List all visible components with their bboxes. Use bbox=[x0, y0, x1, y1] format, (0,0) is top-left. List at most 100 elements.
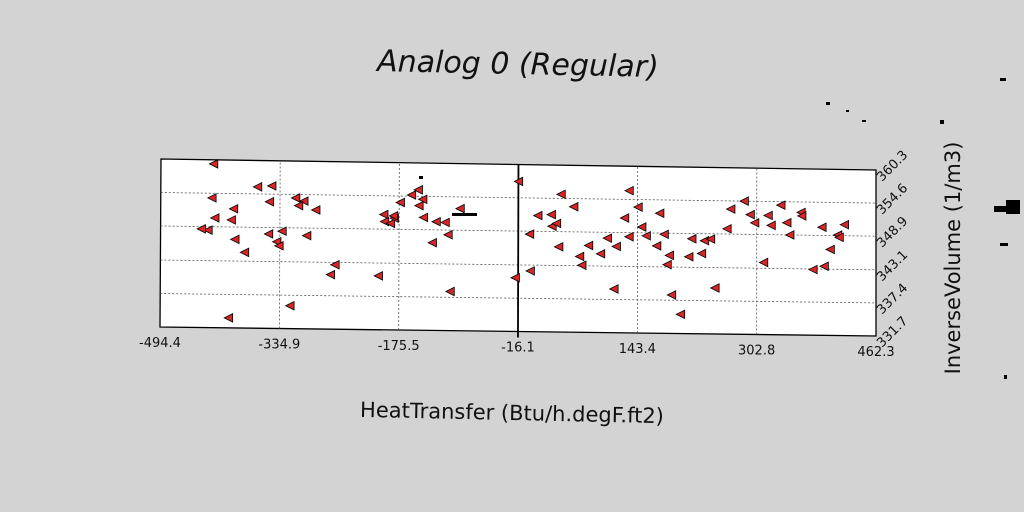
data-points bbox=[196, 159, 849, 323]
data-point bbox=[395, 197, 405, 208]
data-point bbox=[293, 200, 304, 211]
data-point bbox=[608, 284, 619, 294]
data-point bbox=[659, 229, 669, 240]
data-point bbox=[834, 232, 844, 243]
x-axis-label: HeatTransfer (Btu/h.degF.ft2) bbox=[360, 398, 664, 428]
data-point bbox=[301, 230, 312, 241]
data-point bbox=[623, 231, 634, 242]
data-point bbox=[252, 182, 263, 192]
data-point bbox=[807, 264, 818, 275]
data-point bbox=[418, 212, 429, 223]
data-point bbox=[819, 261, 829, 272]
data-point bbox=[595, 248, 606, 259]
data-point bbox=[406, 190, 417, 200]
data-point bbox=[749, 217, 760, 228]
data-point bbox=[839, 219, 849, 230]
data-point bbox=[196, 224, 206, 234]
data-point bbox=[551, 218, 562, 229]
data-point bbox=[209, 213, 220, 223]
data-point bbox=[745, 209, 755, 220]
data-point bbox=[636, 222, 647, 232]
data-point bbox=[202, 225, 213, 236]
data-point bbox=[555, 189, 566, 200]
data-point bbox=[576, 260, 587, 271]
x-tick-label: -494.4 bbox=[139, 336, 181, 351]
data-point bbox=[675, 309, 686, 320]
data-point bbox=[641, 230, 651, 241]
data-point bbox=[208, 159, 219, 169]
data-point bbox=[721, 223, 732, 234]
data-point bbox=[290, 193, 301, 203]
data-point bbox=[266, 181, 277, 191]
y-tick-label: 354.6 bbox=[874, 181, 911, 218]
data-point bbox=[228, 203, 239, 214]
data-point bbox=[816, 222, 827, 233]
x-tick-labels: -494.4 -334.9 -175.5 -16.1 143.4 302.8 462.3 bbox=[139, 336, 895, 360]
data-point bbox=[385, 218, 396, 229]
data-point bbox=[784, 230, 795, 240]
data-point bbox=[696, 248, 707, 259]
data-point bbox=[263, 229, 274, 239]
y-tick-label: 348.9 bbox=[874, 214, 911, 251]
data-point bbox=[454, 203, 465, 214]
data-point bbox=[602, 233, 612, 244]
data-point bbox=[619, 213, 630, 223]
data-point bbox=[709, 283, 720, 293]
chart-title: Analog 0 (Regular) bbox=[375, 44, 659, 85]
data-point bbox=[427, 237, 437, 248]
data-point bbox=[223, 313, 234, 323]
x-tick-label: 143.4 bbox=[619, 342, 656, 357]
data-point bbox=[378, 209, 389, 220]
data-point bbox=[413, 200, 424, 211]
x-tick-label: -16.1 bbox=[501, 340, 535, 355]
data-point bbox=[624, 185, 634, 196]
data-point bbox=[661, 259, 672, 270]
data-point bbox=[439, 217, 450, 228]
data-point bbox=[388, 210, 399, 221]
data-point bbox=[264, 196, 275, 207]
data-point bbox=[683, 251, 694, 262]
data-point bbox=[206, 193, 217, 203]
data-point bbox=[796, 211, 807, 221]
data-point bbox=[276, 226, 287, 237]
data-point bbox=[273, 240, 284, 251]
data-point bbox=[444, 286, 455, 297]
data-point bbox=[239, 247, 250, 258]
x-tick-label: 302.8 bbox=[738, 343, 775, 358]
data-point bbox=[825, 244, 835, 255]
data-point bbox=[298, 196, 309, 206]
data-point bbox=[725, 204, 736, 214]
data-point bbox=[705, 234, 716, 244]
x-tick-label: 462.3 bbox=[857, 345, 894, 360]
data-point bbox=[546, 209, 556, 220]
y-tick-label: 360.3 bbox=[874, 148, 911, 185]
data-point bbox=[229, 234, 240, 245]
data-point bbox=[510, 272, 520, 283]
data-point bbox=[775, 200, 786, 211]
data-point bbox=[632, 202, 643, 212]
zero-reference-line bbox=[517, 164, 520, 338]
y-tick-label: 343.1 bbox=[874, 248, 911, 285]
data-point bbox=[781, 217, 792, 228]
data-point bbox=[654, 208, 665, 219]
data-point bbox=[758, 257, 769, 268]
data-point bbox=[413, 185, 423, 195]
data-point bbox=[284, 300, 295, 311]
data-point bbox=[574, 251, 585, 262]
data-point bbox=[686, 233, 697, 244]
data-point bbox=[525, 266, 535, 276]
x-tick-label: -334.9 bbox=[258, 338, 300, 353]
data-point bbox=[513, 176, 524, 187]
data-point bbox=[611, 241, 621, 252]
data-point bbox=[431, 216, 441, 227]
y-tick-label: 337.4 bbox=[874, 281, 911, 318]
x-tick-label: -175.5 bbox=[378, 339, 420, 354]
scan-artifacts bbox=[419, 78, 1020, 379]
data-point bbox=[226, 215, 236, 225]
data-point bbox=[532, 210, 543, 221]
data-point bbox=[568, 201, 579, 212]
data-point bbox=[310, 205, 321, 215]
data-point bbox=[739, 196, 749, 206]
